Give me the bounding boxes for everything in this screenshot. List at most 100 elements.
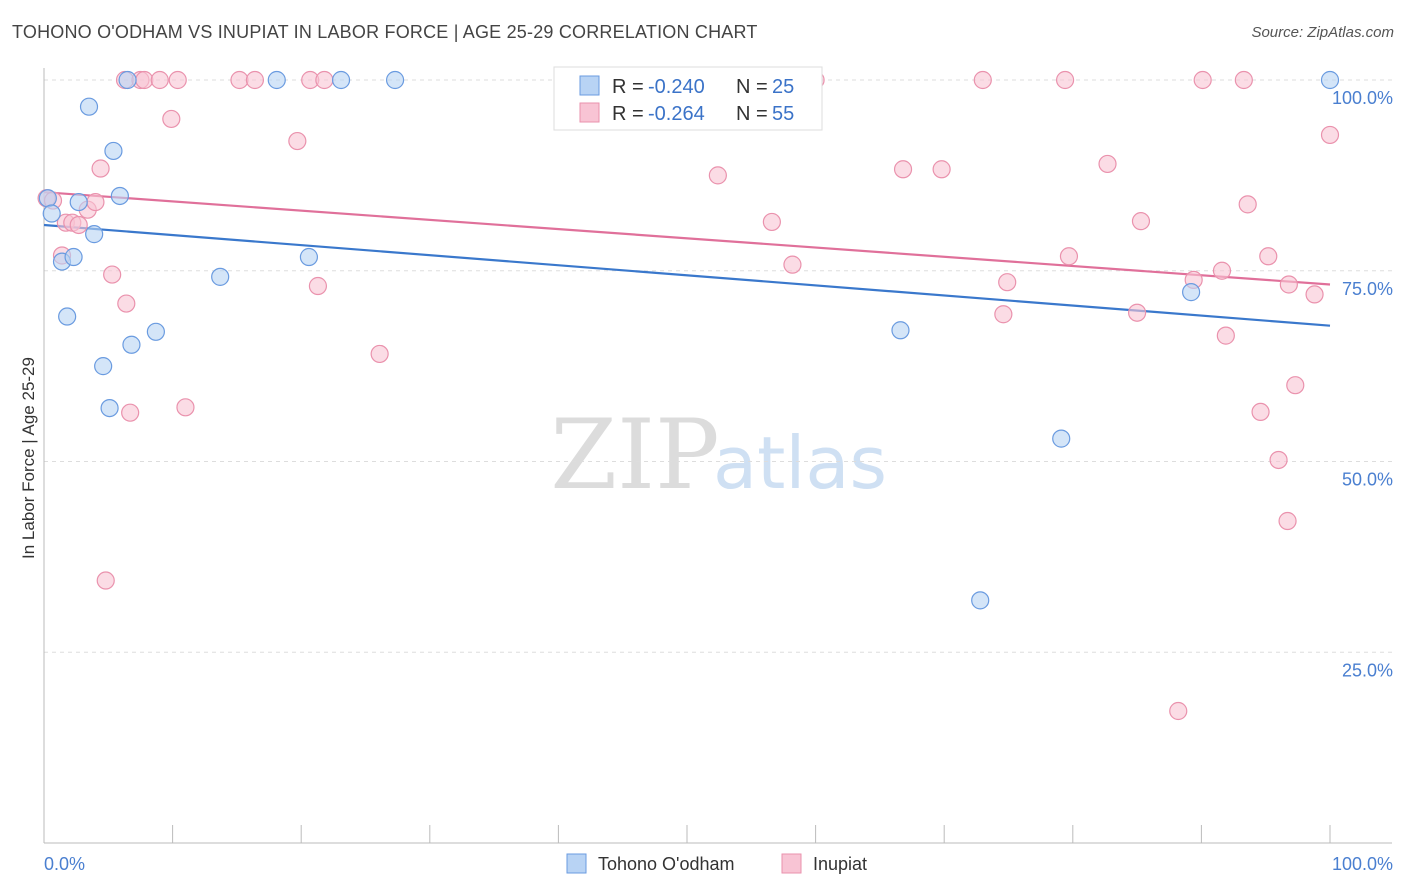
y-tick-label-1: 75.0% xyxy=(1342,279,1393,299)
point-inupiat-15 xyxy=(135,70,154,90)
watermark: ZIP atlas xyxy=(550,399,887,511)
point-inupiat-20 xyxy=(230,70,249,90)
point-tohono-16 xyxy=(267,70,286,90)
point-inupiat-53 xyxy=(1286,376,1305,395)
point-tohono-1 xyxy=(42,204,61,223)
point-inupiat-31 xyxy=(893,160,913,179)
y-tick-label-0: 100.0% xyxy=(1332,88,1393,108)
point-inupiat-28 xyxy=(762,212,781,232)
point-inupiat-41 xyxy=(1169,701,1188,721)
trend-line-inupiat xyxy=(43,191,1331,286)
legend-n-value-inupiat: 55 xyxy=(772,103,794,125)
point-inupiat-55 xyxy=(1320,125,1340,145)
legend-n-value-tohono: 25 xyxy=(772,76,794,98)
point-tohono-19 xyxy=(385,70,405,90)
gridlines xyxy=(44,79,1392,653)
point-tohono-7 xyxy=(85,225,104,244)
point-tohono-5 xyxy=(69,192,88,212)
point-inupiat-44 xyxy=(1212,261,1232,280)
point-tohono-14 xyxy=(146,322,165,341)
point-inupiat-25 xyxy=(315,70,334,90)
legend-r-value-tohono: -0.240 xyxy=(648,76,705,98)
point-inupiat-52 xyxy=(1279,275,1298,294)
point-tohono-11 xyxy=(110,186,129,206)
point-tohono-23 xyxy=(1182,283,1201,302)
point-tohono-9 xyxy=(100,398,119,418)
point-inupiat-17 xyxy=(162,109,181,129)
point-inupiat-34 xyxy=(998,273,1017,292)
series-legend: Tohono O'odham Inupiat xyxy=(566,853,867,874)
point-inupiat-13 xyxy=(121,403,140,422)
point-tohono-13 xyxy=(122,335,141,354)
point-inupiat-48 xyxy=(1251,402,1270,422)
series-legend-label-inupiat: Inupiat xyxy=(813,854,867,874)
point-inupiat-27 xyxy=(708,166,727,185)
point-inupiat-21 xyxy=(245,70,265,90)
chart-source: Source: ZipAtlas.com xyxy=(1251,24,1394,41)
point-tohono-6 xyxy=(79,97,99,116)
series-legend-swatch-inupiat xyxy=(781,853,802,874)
point-inupiat-49 xyxy=(1259,247,1278,266)
point-inupiat-32 xyxy=(932,160,951,179)
point-tohono-3 xyxy=(58,307,77,326)
point-inupiat-43 xyxy=(1193,70,1212,90)
x-tick-label-1: 100.0% xyxy=(1332,854,1393,874)
point-inupiat-26 xyxy=(370,344,389,364)
point-inupiat-36 xyxy=(1055,70,1075,90)
point-tohono-18 xyxy=(331,70,351,90)
legend-swatch-inupiat xyxy=(579,102,600,123)
point-tohono-10 xyxy=(104,141,123,161)
legend-swatch-tohono xyxy=(579,75,600,96)
point-inupiat-33 xyxy=(973,70,992,90)
y-tick-label-2: 50.0% xyxy=(1342,470,1393,490)
point-tohono-4 xyxy=(64,247,83,267)
series-legend-swatch-tohono xyxy=(566,853,587,874)
point-inupiat-39 xyxy=(1127,303,1147,322)
point-inupiat-7 xyxy=(86,192,105,212)
point-inupiat-9 xyxy=(96,571,115,590)
point-inupiat-54 xyxy=(1305,285,1324,304)
chart-title: TOHONO O'ODHAM VS INUPIAT IN LABOR FORCE… xyxy=(12,22,758,42)
point-inupiat-10 xyxy=(103,265,122,284)
y-tick-label-3: 25.0% xyxy=(1342,660,1393,680)
legend-r-label-tohono: R = xyxy=(612,76,644,98)
legend-n-label-tohono: N = xyxy=(736,76,768,98)
point-tohono-8 xyxy=(94,357,113,376)
point-tohono-0 xyxy=(38,189,57,208)
point-inupiat-22 xyxy=(288,131,307,151)
series-legend-label-tohono: Tohono O'odham xyxy=(598,854,735,874)
trend-line-tohono xyxy=(43,223,1331,327)
point-tohono-15 xyxy=(211,267,230,286)
point-tohono-24 xyxy=(1320,70,1340,90)
legend-n-label-inupiat: N = xyxy=(736,103,768,125)
point-inupiat-37 xyxy=(1059,247,1079,266)
point-inupiat-46 xyxy=(1234,70,1253,90)
point-inupiat-38 xyxy=(1098,154,1117,174)
point-tohono-20 xyxy=(891,321,910,340)
y-axis-label: In Labor Force | Age 25-29 xyxy=(19,357,38,559)
point-inupiat-8 xyxy=(91,159,110,178)
legend-r-value-inupiat: -0.264 xyxy=(648,103,705,125)
point-inupiat-40 xyxy=(1131,212,1151,231)
point-inupiat-16 xyxy=(150,70,169,90)
point-inupiat-19 xyxy=(176,398,195,417)
watermark-zip: ZIP xyxy=(550,399,719,511)
point-tohono-22 xyxy=(1052,429,1071,448)
legend-r-label-inupiat: R = xyxy=(612,103,644,125)
point-inupiat-29 xyxy=(783,255,802,274)
point-inupiat-5 xyxy=(69,215,88,235)
data-points xyxy=(37,70,1340,721)
watermark-atlas: atlas xyxy=(713,421,887,505)
point-inupiat-24 xyxy=(308,276,328,296)
point-inupiat-18 xyxy=(168,70,187,90)
point-inupiat-35 xyxy=(994,305,1013,324)
point-tohono-12 xyxy=(118,70,137,90)
point-tohono-21 xyxy=(971,591,990,610)
x-tick-label-0: 0.0% xyxy=(44,854,85,874)
point-inupiat-45 xyxy=(1216,326,1235,345)
tick-labels: 100.0% 75.0% 50.0% 25.0% 0.0% 100.0% xyxy=(44,88,1393,874)
point-inupiat-50 xyxy=(1269,450,1288,470)
point-inupiat-47 xyxy=(1238,195,1257,214)
correlation-legend: R = -0.240 N = 25 R = -0.264 N = 55 xyxy=(553,66,823,131)
